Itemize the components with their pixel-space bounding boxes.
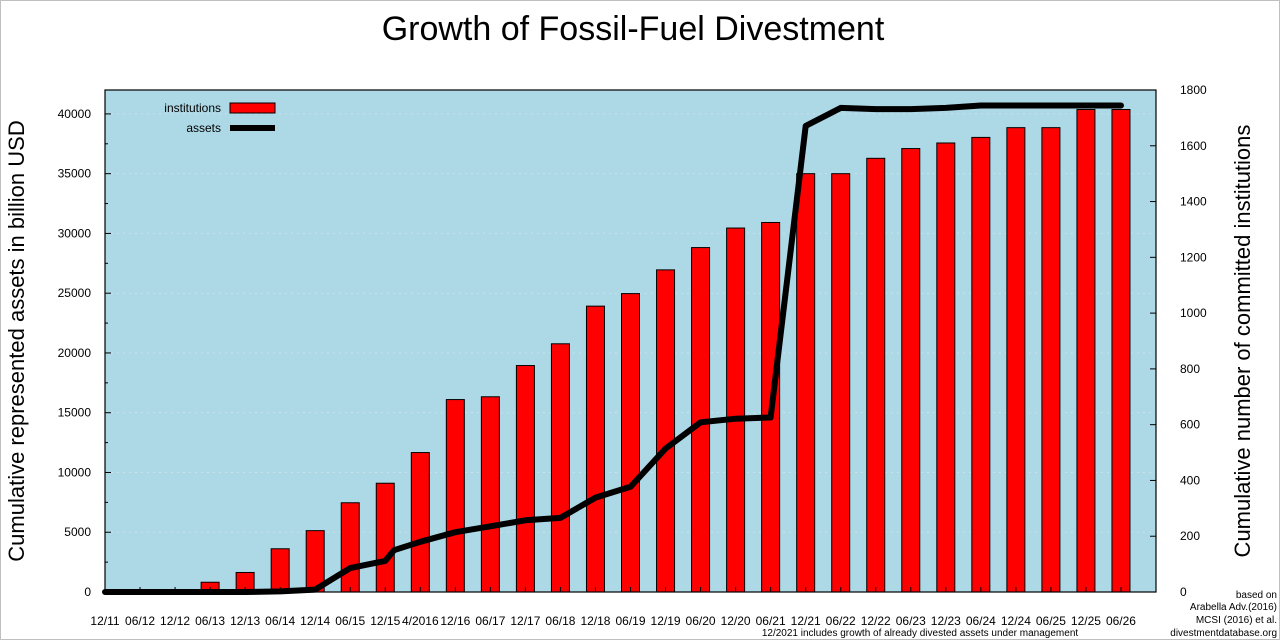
x-tick-label: 12/17 [510, 614, 540, 628]
x-tick-label: 06/13 [195, 614, 225, 628]
credit-line-3: MCSI (2016) et al. [1196, 615, 1277, 626]
institutions-bar [1111, 109, 1131, 593]
x-tick-label: 12/11 [90, 614, 119, 628]
left-tick-label: 20000 [58, 346, 92, 360]
x-tick-label: 12/19 [651, 614, 681, 628]
institutions-bar [901, 148, 921, 593]
institutions-bar [550, 343, 570, 593]
x-tick-label: 06/17 [475, 614, 505, 628]
left-tick-label: 35000 [58, 167, 92, 181]
credit-line-4: divestmentdatabase.org [1170, 628, 1277, 639]
left-axis-label: Cumulative represented assets in billion… [4, 120, 29, 561]
x-axis: 12/11 06/12 12/12 06/13 12/13 06/14 12/14 06/15… [90, 587, 1136, 628]
legend-label-institutions: institutions [164, 101, 221, 115]
x-tick-label: 06/21 [756, 614, 786, 628]
right-tick-label: 800 [1180, 362, 1200, 376]
x-tick-label: 06/22 [826, 614, 856, 628]
institutions-bar [340, 502, 360, 593]
x-tick-label: 12/23 [931, 614, 961, 628]
institutions-bar [1076, 109, 1096, 593]
left-y-axis: 0 5000 10000 15000 20000 25000 30000 35000 40000 [58, 107, 111, 599]
institutions-bar [621, 293, 640, 593]
credit-line-1: based on [1236, 590, 1277, 601]
institutions-bar [445, 399, 465, 593]
right-tick-label: 1200 [1180, 250, 1207, 264]
right-tick-label: 200 [1180, 529, 1200, 543]
x-tick-label: 06/19 [615, 614, 645, 628]
x-tick-label: 12/22 [861, 614, 891, 628]
legend-swatch-institutions [229, 102, 276, 114]
credit-notes: based on Arabella Adv.(2016) MCSI (2016)… [1170, 590, 1277, 639]
x-tick-label: 06/26 [1106, 614, 1136, 628]
institutions-bar [515, 365, 535, 593]
x-tick-label: 12/21 [791, 614, 821, 628]
left-tick-label: 15000 [58, 406, 92, 420]
institutions-bar [375, 482, 395, 593]
legend: institutions assets [164, 101, 276, 135]
institutions-bar [1006, 127, 1026, 593]
institutions-bar [866, 157, 886, 593]
institutions-bar [656, 269, 676, 593]
left-tick-label: 25000 [58, 286, 92, 300]
right-tick-label: 400 [1180, 473, 1200, 487]
right-tick-label: 600 [1180, 418, 1200, 432]
right-tick-label: 1800 [1180, 83, 1207, 97]
institutions-bar [831, 173, 851, 593]
x-tick-label: 06/15 [335, 614, 365, 628]
institutions-bar [1041, 127, 1061, 593]
credit-line-2: Arabella Adv.(2016) [1190, 602, 1277, 613]
x-tick-label: 4/2016 [402, 614, 439, 628]
x-tick-label: 06/23 [896, 614, 926, 628]
x-tick-label: 06/14 [265, 614, 295, 628]
x-tick-label: 12/24 [1001, 614, 1031, 628]
institutions-bar [936, 142, 956, 593]
x-tick-label: 06/20 [686, 614, 716, 628]
institutions-bar [796, 173, 816, 593]
footnote: 12/2021 includes growth of already dives… [762, 628, 1079, 639]
right-tick-label: 1600 [1180, 139, 1207, 153]
chart-title: Growth of Fossil-Fuel Divestment [382, 10, 885, 48]
institutions-bar [726, 227, 746, 593]
x-tick-label: 12/18 [580, 614, 610, 628]
x-tick-label: 12/20 [721, 614, 751, 628]
x-tick-label: 12/15 [370, 614, 400, 628]
institutions-bar [270, 548, 290, 593]
institutions-bar [585, 305, 605, 593]
institutions-bars [200, 109, 1131, 593]
right-tick-label: 1000 [1180, 306, 1207, 320]
gridlines [105, 113, 1156, 533]
institutions-bar [480, 396, 500, 593]
x-tick-label: 12/12 [160, 614, 190, 628]
institutions-bar [971, 136, 991, 593]
left-tick-label: 0 [84, 585, 91, 599]
legend-label-assets: assets [186, 121, 221, 135]
left-tick-label: 5000 [64, 525, 91, 539]
x-tick-label: 06/12 [125, 614, 155, 628]
left-tick-label: 10000 [58, 465, 92, 479]
right-tick-label: 1400 [1180, 195, 1207, 209]
x-tick-label: 12/25 [1071, 614, 1101, 628]
right-tick-label: 0 [1180, 585, 1187, 599]
left-tick-label: 40000 [58, 107, 92, 121]
institutions-bar [410, 452, 430, 593]
x-tick-label: 12/13 [230, 614, 260, 628]
x-tick-label: 06/24 [966, 614, 996, 628]
right-axis-label: Cumulative number of committed instituti… [1230, 125, 1255, 558]
x-tick-label: 12/14 [300, 614, 330, 628]
left-tick-label: 30000 [58, 226, 92, 240]
x-tick-label: 12/16 [440, 614, 470, 628]
x-tick-label: 06/25 [1036, 614, 1066, 628]
right-y-axis: 0 200 400 600 800 1000 1200 1400 1600 1800 [1150, 83, 1207, 599]
x-tick-label: 06/18 [545, 614, 575, 628]
